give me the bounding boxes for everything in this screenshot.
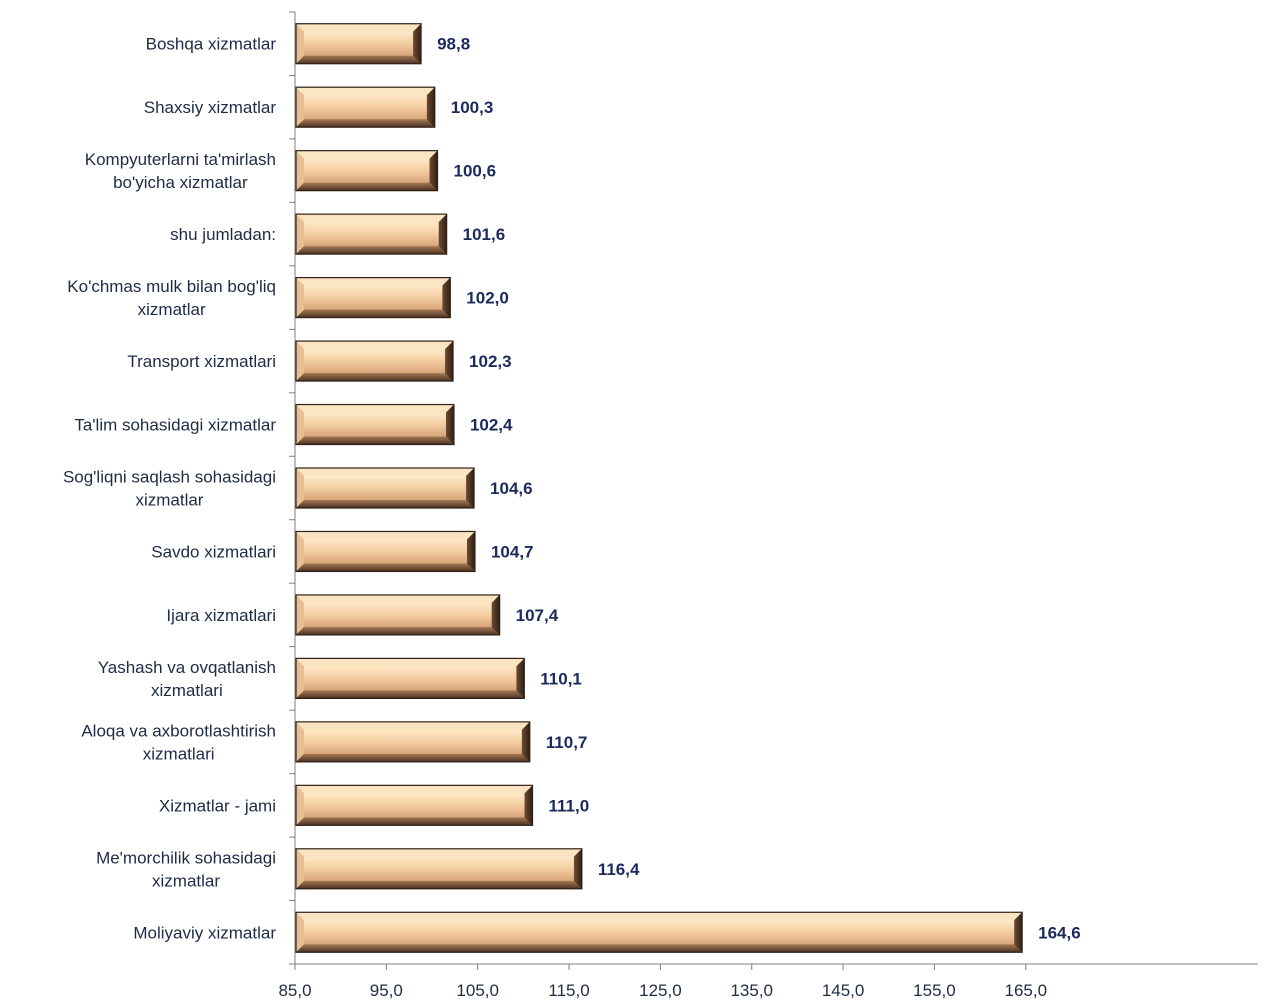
category-label-line: Moliyaviy xizmatlar bbox=[133, 923, 276, 942]
category-label-line: xizmatlari bbox=[151, 681, 223, 700]
category-label-line: xizmatlar bbox=[135, 491, 203, 510]
x-tick-label: 115,0 bbox=[548, 981, 589, 1000]
category-label-line: Ko'chmas mulk bilan bog'liq bbox=[67, 277, 276, 296]
value-label: 102,0 bbox=[466, 289, 509, 308]
value-label: 104,7 bbox=[491, 542, 534, 561]
x-tick-label: 125,0 bbox=[639, 981, 682, 1000]
category-label-line: Aloqa va axborotlashtirish bbox=[81, 721, 276, 740]
bar bbox=[295, 657, 525, 700]
bar bbox=[295, 467, 475, 509]
category-label-line: bo'yicha xizmatlar bbox=[113, 173, 248, 192]
category-label-line: Kompyuterlarni ta'mirlash bbox=[85, 150, 276, 169]
value-label: 110,1 bbox=[540, 669, 582, 688]
category-label: Transport xizmatlari bbox=[127, 352, 276, 371]
bar bbox=[295, 911, 1023, 953]
category-label: Moliyaviy xizmatlar bbox=[133, 923, 276, 942]
category-label: shu jumladan: bbox=[170, 225, 276, 244]
category-label: Kompyuterlarni ta'mirlash bo'yicha xizmat… bbox=[85, 150, 276, 192]
x-tick-label: 165,0 bbox=[1005, 981, 1048, 1000]
value-label: 100,3 bbox=[451, 98, 494, 117]
x-tick-label: 145,0 bbox=[822, 981, 865, 1000]
category-label: Xizmatlar - jami bbox=[159, 796, 276, 815]
bar bbox=[295, 23, 422, 65]
category-label-line: xizmatlar bbox=[138, 300, 206, 319]
x-tick-label: 135,0 bbox=[730, 981, 773, 1000]
category-label-line: shu jumladan: bbox=[170, 225, 276, 244]
value-label: 107,4 bbox=[516, 606, 559, 625]
category-label: Aloqa va axborotlashtirish xizmatlari bbox=[81, 721, 276, 763]
bar bbox=[295, 150, 439, 192]
category-label-line: Yashash va ovqatlanish bbox=[98, 658, 276, 677]
value-label: 110,7 bbox=[546, 733, 588, 752]
bar bbox=[295, 848, 583, 890]
category-label-line: Me'morchilik sohasidagi bbox=[96, 848, 276, 867]
bar bbox=[295, 530, 476, 573]
bar bbox=[295, 784, 534, 826]
category-label: Savdo xizmatlari bbox=[151, 542, 276, 561]
category-label-line: Ijara xizmatlari bbox=[166, 606, 276, 625]
x-tick-label: 95,0 bbox=[370, 981, 403, 1000]
category-label-line: Transport xizmatlari bbox=[127, 352, 276, 371]
bar bbox=[295, 213, 448, 255]
bar bbox=[295, 594, 501, 636]
category-label-line: Savdo xizmatlari bbox=[151, 542, 276, 561]
value-label: 102,3 bbox=[469, 352, 512, 371]
value-label: 100,6 bbox=[454, 162, 497, 181]
bar bbox=[295, 277, 451, 319]
value-label: 164,6 bbox=[1038, 923, 1081, 942]
category-label: Me'morchilik sohasidagi xizmatlar bbox=[96, 848, 276, 890]
category-label: Yashash va ovqatlanish xizmatlari bbox=[98, 658, 276, 700]
x-tick-label: 105,0 bbox=[456, 981, 499, 1000]
category-label: Ko'chmas mulk bilan bog'liq xizmatlar bbox=[67, 277, 276, 319]
value-label: 104,6 bbox=[490, 479, 533, 498]
category-label-line: Sog'liqni saqlash sohasidagi bbox=[63, 468, 276, 487]
category-label: Ijara xizmatlari bbox=[166, 606, 276, 625]
category-label: Ta'lim sohasidagi xizmatlar bbox=[74, 416, 276, 435]
value-label: 111,0 bbox=[549, 796, 590, 815]
category-label: Boshqa xizmatlar bbox=[146, 35, 277, 54]
category-label-line: Shaxsiy xizmatlar bbox=[144, 98, 277, 117]
category-label-line: xizmatlar bbox=[152, 871, 220, 890]
bar bbox=[295, 86, 436, 128]
category-label: Shaxsiy xizmatlar bbox=[144, 98, 277, 117]
category-label-line: Boshqa xizmatlar bbox=[146, 35, 277, 54]
category-label-line: Ta'lim sohasidagi xizmatlar bbox=[74, 416, 276, 435]
x-tick-label: 85,0 bbox=[278, 981, 311, 1000]
bar bbox=[295, 403, 455, 446]
value-label: 116,4 bbox=[598, 860, 640, 879]
value-label: 101,6 bbox=[463, 225, 506, 244]
category-label-line: xizmatlari bbox=[143, 744, 215, 763]
value-label: 102,4 bbox=[470, 416, 513, 435]
value-label: 98,8 bbox=[437, 35, 470, 54]
x-tick-label: 155,0 bbox=[913, 981, 956, 1000]
category-label: Sog'liqni saqlash sohasidagi xizmatlar bbox=[63, 468, 276, 510]
category-label-line: Xizmatlar - jami bbox=[159, 796, 276, 815]
bar bbox=[295, 340, 454, 382]
bar bbox=[295, 721, 531, 763]
